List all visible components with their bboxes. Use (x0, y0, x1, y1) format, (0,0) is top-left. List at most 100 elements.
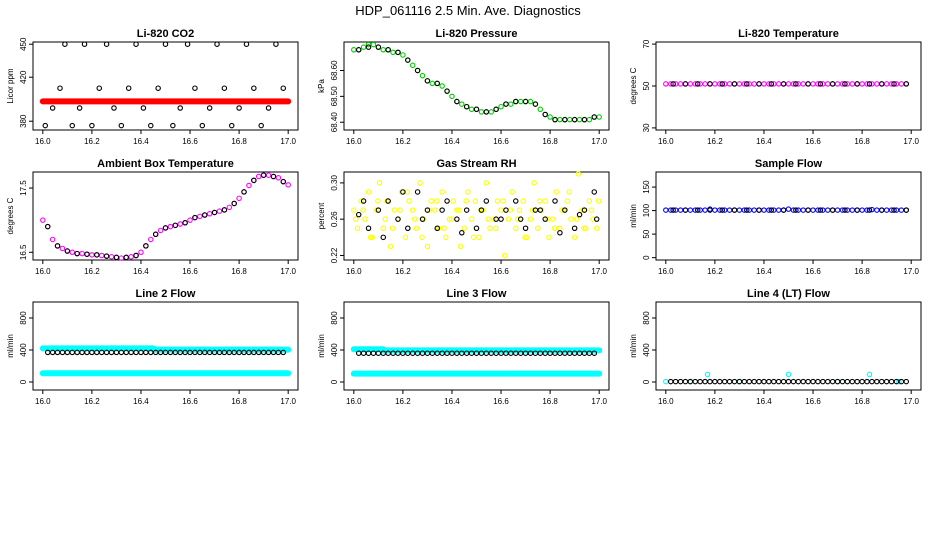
data-point (513, 98, 519, 105)
data-point (586, 116, 593, 123)
data-point (498, 207, 504, 213)
y-axis-label: kPa (317, 79, 326, 93)
panel-li820-pressure: Li-820 Pressure 16.0 16.2 16.4 16.6 16.8 17.0 6… (317, 28, 610, 146)
data-point (859, 81, 865, 87)
data-point (874, 207, 880, 213)
x-tick-label: 16.8 (542, 397, 558, 406)
series-sample-avg (670, 207, 910, 213)
data-point (834, 207, 841, 213)
data-point (500, 198, 506, 204)
data-point (270, 173, 277, 180)
data-point (562, 207, 568, 213)
data-point (444, 198, 450, 204)
panel-title: Line 2 Flow (136, 288, 196, 300)
data-point (157, 227, 164, 234)
data-point (483, 109, 490, 115)
data-point (463, 103, 470, 110)
y-tick-label: 400 (19, 343, 28, 357)
data-point (829, 378, 836, 385)
data-point (351, 47, 357, 53)
data-point (557, 230, 563, 236)
data-point (566, 116, 573, 123)
data-point (459, 101, 465, 107)
series-box-1min (40, 172, 291, 261)
data-point (717, 378, 723, 385)
data-point (595, 198, 602, 204)
data-point (707, 378, 713, 385)
data-point (62, 41, 68, 47)
data-point (439, 83, 445, 89)
data-point (522, 98, 529, 105)
data-point (81, 41, 88, 47)
data-point (64, 248, 71, 254)
y-tick-label: 400 (330, 343, 339, 357)
data-point (76, 105, 83, 111)
x-tick-label: 16.0 (35, 397, 51, 406)
data-point (581, 225, 587, 231)
y-axis-label: ml/min (6, 334, 15, 358)
data-point (202, 212, 208, 218)
data-point (285, 182, 291, 188)
x-tick-label: 16.8 (542, 267, 558, 276)
panel-sample-flow: Sample Flow 16.0 16.2 16.4 16.6 16.8 17.0 0 50 10… (629, 158, 922, 276)
data-point (527, 98, 534, 105)
data-point (702, 378, 708, 385)
data-point (236, 195, 242, 202)
data-point (903, 207, 910, 213)
y-tick-label: 0.26 (330, 211, 339, 227)
panel-title: Line 4 (LT) Flow (747, 288, 830, 300)
data-point (529, 207, 536, 213)
x-tick-label: 17.0 (280, 397, 296, 406)
data-point (260, 172, 267, 178)
data-point (434, 80, 440, 87)
data-point (672, 378, 679, 385)
y-tick-label: 0.22 (330, 247, 339, 263)
x-tick-label: 16.4 (756, 267, 772, 276)
x-tick-label: 16.6 (182, 397, 198, 406)
data-point (805, 378, 811, 385)
y-tick-label: 68.60 (330, 60, 339, 81)
panel-line-2-flow: Line 2 Flow 16.0 16.2 16.4 16.6 16.8 17.0 0 400 8… (6, 288, 299, 406)
data-point (751, 81, 757, 87)
x-tick-label: 16.0 (346, 137, 362, 146)
series-rh-1min (351, 171, 602, 259)
data-point (854, 81, 860, 87)
data-point (280, 349, 287, 356)
data-point (385, 198, 391, 204)
data-point (810, 81, 816, 87)
data-point (214, 41, 220, 47)
data-point (849, 81, 856, 87)
data-point (375, 198, 381, 204)
data-point (507, 207, 514, 213)
data-point (874, 81, 880, 87)
y-tick-label: 800 (330, 311, 339, 325)
data-point (768, 207, 775, 213)
data-point (517, 216, 524, 222)
data-point (148, 236, 154, 243)
data-point (387, 243, 394, 250)
data-point (663, 207, 669, 213)
data-point (395, 49, 401, 56)
data-point (508, 101, 514, 107)
data-point (414, 67, 421, 74)
data-point (682, 378, 689, 385)
panel-title: Sample Flow (755, 158, 823, 170)
y-tick-label: 150 (642, 180, 651, 194)
data-point (544, 216, 550, 222)
series-line3-avg (355, 350, 598, 356)
data-point (766, 378, 772, 385)
data-point (810, 378, 816, 385)
data-point (133, 41, 139, 47)
x-tick-label: 16.8 (231, 397, 247, 406)
data-point (148, 122, 154, 129)
data-point (476, 234, 482, 241)
data-point (177, 105, 183, 111)
data-point (800, 81, 806, 87)
data-point (726, 207, 733, 213)
y-axis-label: ml/min (629, 204, 638, 228)
data-point (888, 378, 895, 385)
data-point (517, 98, 524, 105)
data-point (588, 207, 595, 213)
data-point (551, 225, 558, 231)
x-tick-label: 16.2 (707, 267, 723, 276)
